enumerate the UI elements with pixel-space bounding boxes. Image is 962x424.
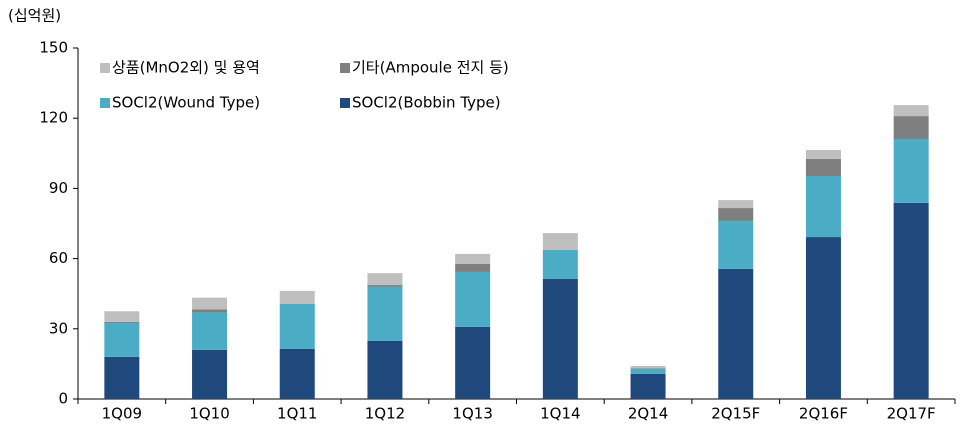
bar-segment (893, 139, 929, 203)
x-tick-label: 2Q17F (887, 405, 936, 423)
bar-segment (805, 237, 841, 399)
bar-segment (542, 278, 578, 399)
legend-swatch (100, 63, 110, 73)
bar-segment (192, 309, 228, 313)
bar-segment (104, 322, 140, 357)
legend-swatch (100, 98, 110, 108)
legend-label: 기타(Ampoule 전지 등) (352, 59, 509, 77)
bar-segment (455, 271, 491, 327)
bar-segment (630, 366, 666, 369)
x-tick-label: 2Q14 (628, 405, 668, 423)
bar-segment (893, 116, 929, 140)
legend-swatch (340, 63, 350, 73)
bar-segment (455, 263, 491, 272)
bar-segment (192, 297, 228, 310)
bar-segment (630, 368, 666, 370)
y-tick-label: 120 (39, 109, 68, 127)
legend-label: SOCl2(Wound Type) (112, 94, 260, 112)
bar-segment (367, 285, 403, 287)
bar-segment (805, 175, 841, 238)
bar-segment (718, 220, 754, 269)
bar-segment (104, 311, 140, 322)
legend-label: SOCl2(Bobbin Type) (352, 94, 501, 112)
x-tick-label: 1Q12 (365, 405, 405, 423)
bar-segment (718, 200, 754, 209)
bar-segment (367, 286, 403, 341)
x-tick-label: 1Q11 (277, 405, 317, 423)
bar-segment (279, 303, 315, 349)
x-tick-label: 2Q16F (799, 405, 848, 423)
bar-segment (279, 348, 315, 399)
bar-segment (104, 356, 140, 399)
y-tick-label: 90 (49, 179, 68, 197)
bar-segment (279, 290, 315, 304)
bar-segment (893, 105, 929, 117)
bar-segment (630, 373, 666, 399)
bar-segment (718, 208, 754, 221)
x-tick-label: 1Q09 (102, 405, 142, 423)
bar-segment (367, 340, 403, 399)
bar-segment (805, 150, 841, 159)
x-tick-label: 1Q13 (452, 405, 492, 423)
y-tick-label: 30 (49, 319, 68, 337)
y-tick-label: 0 (58, 390, 68, 408)
y-tick-label: 150 (39, 39, 68, 57)
y-tick-label: 60 (49, 249, 68, 267)
x-tick-label: 2Q15F (711, 405, 760, 423)
legend-swatch (340, 98, 350, 108)
bar-segment (542, 233, 578, 250)
bar-segment (192, 349, 228, 399)
bar-segment (455, 253, 491, 264)
bar-segment (367, 273, 403, 286)
bar-segment (455, 326, 491, 399)
bar-segment (718, 268, 754, 399)
y-axis-label: (십억원) (8, 7, 61, 25)
x-tick-label: 1Q10 (189, 405, 229, 423)
bar-segment (893, 202, 929, 399)
bar-segment (104, 321, 140, 323)
bar-segment (192, 312, 228, 350)
bar-segment (805, 158, 841, 176)
legend-label: 상품(MnO2외) 및 용역 (112, 59, 260, 77)
x-tick-label: 1Q14 (540, 405, 580, 423)
bar-segment (630, 369, 666, 374)
bar-segment (542, 249, 578, 279)
